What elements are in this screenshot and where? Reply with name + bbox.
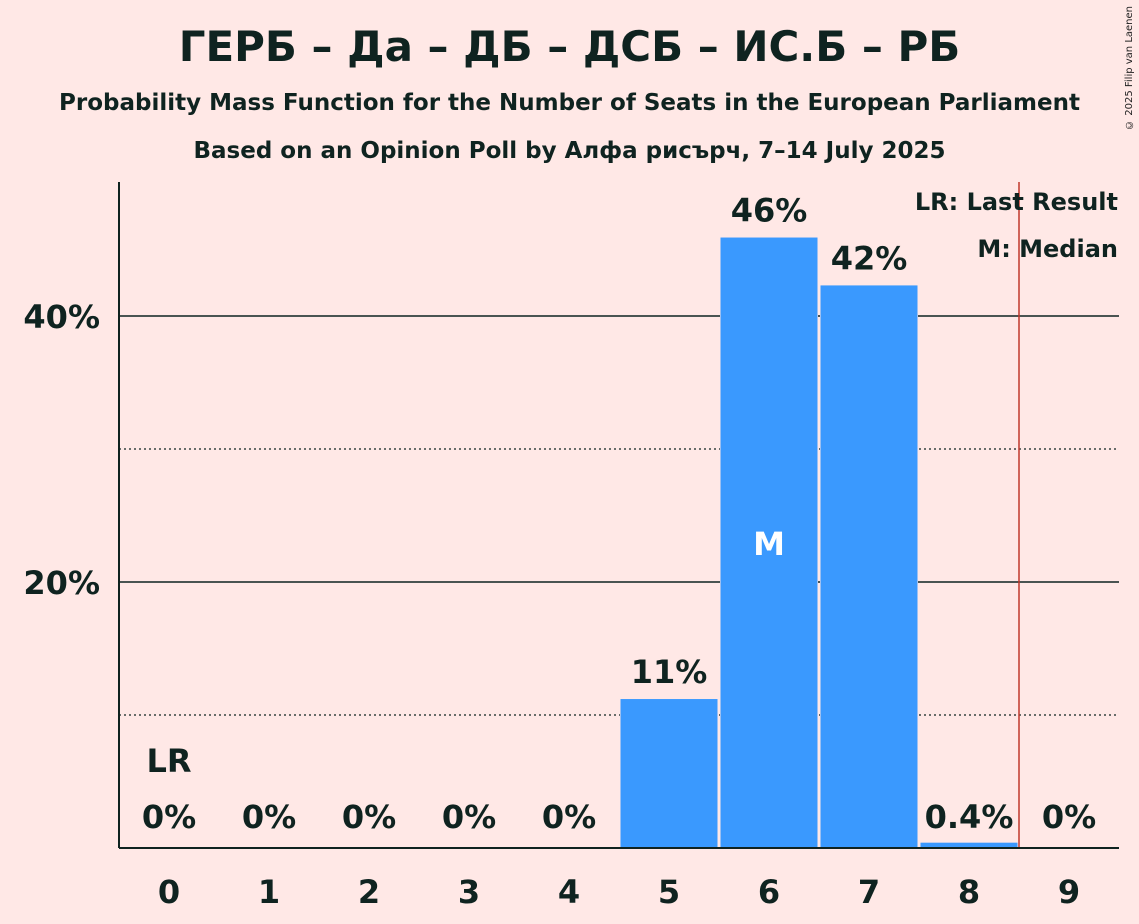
x-tick-label: 9 <box>1058 873 1080 911</box>
bar-7 <box>820 285 918 848</box>
x-tick-label: 3 <box>458 873 480 911</box>
x-tick-label: 4 <box>558 873 580 911</box>
bar-5 <box>620 699 718 848</box>
y-tick-label: 20% <box>23 564 100 602</box>
chart-source: Based on an Opinion Poll by Алфа рисърч,… <box>193 138 946 164</box>
value-label: 42% <box>831 239 908 277</box>
bar-6 <box>720 237 818 848</box>
bars <box>620 235 1018 848</box>
value-label: 46% <box>731 192 808 230</box>
axes: 20% 40% 0 1 2 3 4 5 6 7 8 9 <box>23 182 1119 911</box>
median-marker: M <box>753 525 785 563</box>
x-tick-label: 2 <box>358 873 380 911</box>
value-label: 0.4% <box>925 798 1014 836</box>
x-tick-label: 0 <box>158 873 180 911</box>
value-label: 0% <box>142 798 196 836</box>
value-label: 11% <box>631 653 708 691</box>
value-label: 0% <box>242 798 296 836</box>
last-result-marker: LR <box>146 742 191 780</box>
chart-subtitle: Probability Mass Function for the Number… <box>59 90 1080 116</box>
legend-median: M: Median <box>977 235 1118 263</box>
x-tick-label: 5 <box>658 873 680 911</box>
chart-title: ГЕРБ – Да – ДБ – ДСБ – ИС.Б – РБ <box>178 22 961 71</box>
value-label: 0% <box>342 798 396 836</box>
x-tick-label: 7 <box>858 873 880 911</box>
bar-8 <box>920 842 1018 848</box>
value-label: 0% <box>442 798 496 836</box>
y-tick-label: 40% <box>23 298 100 336</box>
x-tick-label: 1 <box>258 873 280 911</box>
value-label: 0% <box>542 798 596 836</box>
value-label: 0% <box>1042 798 1096 836</box>
x-tick-label: 6 <box>758 873 780 911</box>
gridlines <box>119 315 1119 716</box>
value-labels: 0% 0% 0% 0% 0% 11% 46% 42% 0.4% 0% LR M <box>142 192 1096 836</box>
legend-last-result: LR: Last Result <box>915 188 1118 216</box>
x-tick-label: 8 <box>958 873 980 911</box>
